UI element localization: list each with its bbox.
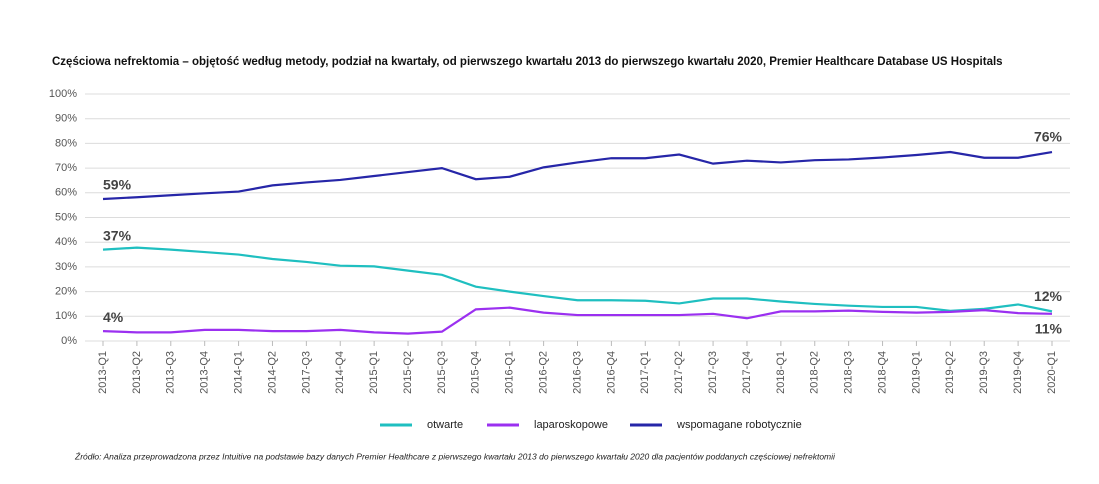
x-tick-label: 2019-Q1 <box>910 351 922 394</box>
legend-label: laparoskopowe <box>534 419 608 431</box>
y-tick-label: 0% <box>61 335 77 347</box>
x-tick-label: 2013-Q4 <box>199 351 211 394</box>
x-tick-label: 2019-Q2 <box>944 351 956 394</box>
x-tick-label: 2015-Q2 <box>402 351 414 394</box>
x-tick-label: 2016-Q4 <box>605 351 617 394</box>
x-tick-label: 2019-Q4 <box>1012 351 1024 394</box>
end-label: 11% <box>1035 321 1063 337</box>
x-tick-label: 2018-Q3 <box>843 351 855 394</box>
x-tick-label: 2017-Q3 <box>300 351 312 394</box>
x-tick-label: 2020-Q1 <box>1046 351 1058 394</box>
x-tick-label: 2014-Q2 <box>266 351 278 394</box>
y-tick-label: 40% <box>55 236 77 248</box>
x-tick-label: 2013-Q3 <box>165 351 177 394</box>
series-line <box>102 246 1053 313</box>
x-tick-label: 2018-Q4 <box>876 351 888 394</box>
legend-label: otwarte <box>427 419 463 431</box>
y-tick-label: 30% <box>55 261 77 273</box>
y-tick-label: 10% <box>55 310 77 322</box>
x-tick-label: 2018-Q1 <box>775 351 787 394</box>
y-tick-label: 60% <box>55 187 77 199</box>
start-label: 4% <box>103 309 124 325</box>
series-line <box>102 150 1053 201</box>
x-tick-label: 2015-Q3 <box>436 351 448 394</box>
y-tick-label: 80% <box>55 137 77 149</box>
x-tick-label: 2013-Q1 <box>97 351 109 394</box>
x-tick-label: 2017-Q1 <box>639 351 651 394</box>
x-tick-label: 2016-Q3 <box>571 351 583 394</box>
x-tick-label: 2015-Q4 <box>470 351 482 394</box>
end-label: 12% <box>1034 288 1063 304</box>
x-tick-label: 2017-Q3 <box>707 351 719 394</box>
chart-title: Częściowa nefrektomia – objętość według … <box>52 56 1003 68</box>
y-tick-label: 100% <box>49 88 77 100</box>
x-tick-label: 2019-Q3 <box>978 351 990 394</box>
y-tick-label: 70% <box>55 162 77 174</box>
y-tick-label: 20% <box>55 286 77 298</box>
x-tick-label: 2014-Q1 <box>232 351 244 394</box>
x-tick-label: 2016-Q1 <box>504 351 516 394</box>
start-label: 59% <box>103 177 132 193</box>
y-tick-label: 90% <box>55 113 77 125</box>
end-label: 76% <box>1034 129 1063 145</box>
y-tick-label: 50% <box>55 211 77 223</box>
legend-label: wspomagane robotycznie <box>676 419 802 431</box>
series-line <box>102 306 1053 335</box>
start-label: 37% <box>103 227 132 243</box>
x-tick-label: 2016-Q2 <box>538 351 550 394</box>
x-tick-label: 2014-Q4 <box>334 351 346 394</box>
x-tick-label: 2015-Q1 <box>368 351 380 394</box>
x-tick-label: 2017-Q4 <box>741 351 753 394</box>
x-tick-label: 2017-Q2 <box>673 351 685 394</box>
source-note: Źródło: Analiza przeprowadzona przez Int… <box>74 451 836 461</box>
x-tick-label: 2018-Q2 <box>809 351 821 394</box>
x-tick-label: 2013-Q2 <box>131 351 143 394</box>
